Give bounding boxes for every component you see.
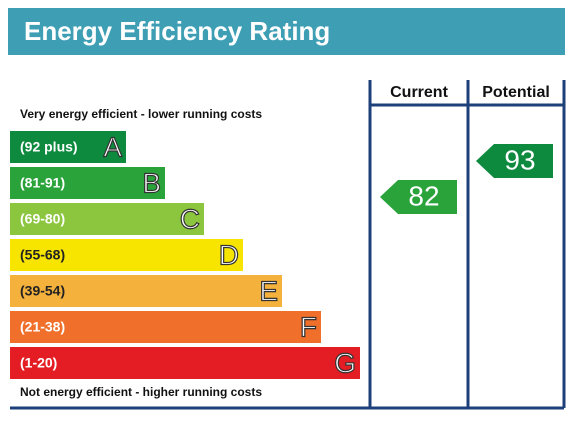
band-range: (92 plus) <box>20 139 78 155</box>
band-range: (21-38) <box>20 319 65 335</box>
bands: (92 plus) A (81-91) B (69-80) C (55-68) D (39-54… <box>10 131 360 379</box>
band-range: (81-91) <box>20 175 65 191</box>
band-range: (1-20) <box>20 355 57 371</box>
current-arrow <box>380 180 457 214</box>
column-header: Current <box>390 84 448 101</box>
bottom-note: Not energy efficient - higher running co… <box>20 385 262 399</box>
band-bar <box>10 311 321 343</box>
band-letter: C <box>180 203 200 234</box>
band-range: (39-54) <box>20 283 65 299</box>
potential-arrow <box>476 144 553 178</box>
band-bar <box>10 203 204 235</box>
band-letter: A <box>103 131 122 162</box>
band-letter: G <box>334 347 356 378</box>
band-letter: D <box>219 239 239 270</box>
band-letter: B <box>142 167 161 198</box>
band-bar <box>10 239 243 271</box>
band-bar <box>10 347 360 379</box>
current-value: 82 <box>408 180 439 211</box>
band-bar <box>10 275 282 307</box>
column-header: Potential <box>482 84 550 101</box>
band-range: (55-68) <box>20 247 65 263</box>
band-letter: E <box>259 275 278 306</box>
header-bar <box>8 8 565 55</box>
band-letter: F <box>300 311 317 342</box>
band-range: (69-80) <box>20 211 65 227</box>
potential-value: 93 <box>504 144 535 175</box>
table-lines <box>10 80 566 410</box>
band-bar <box>10 131 126 163</box>
top-note: Very energy efficient - lower running co… <box>20 107 262 121</box>
band-bar <box>10 167 165 199</box>
title: Energy Efficiency Rating <box>24 16 330 46</box>
